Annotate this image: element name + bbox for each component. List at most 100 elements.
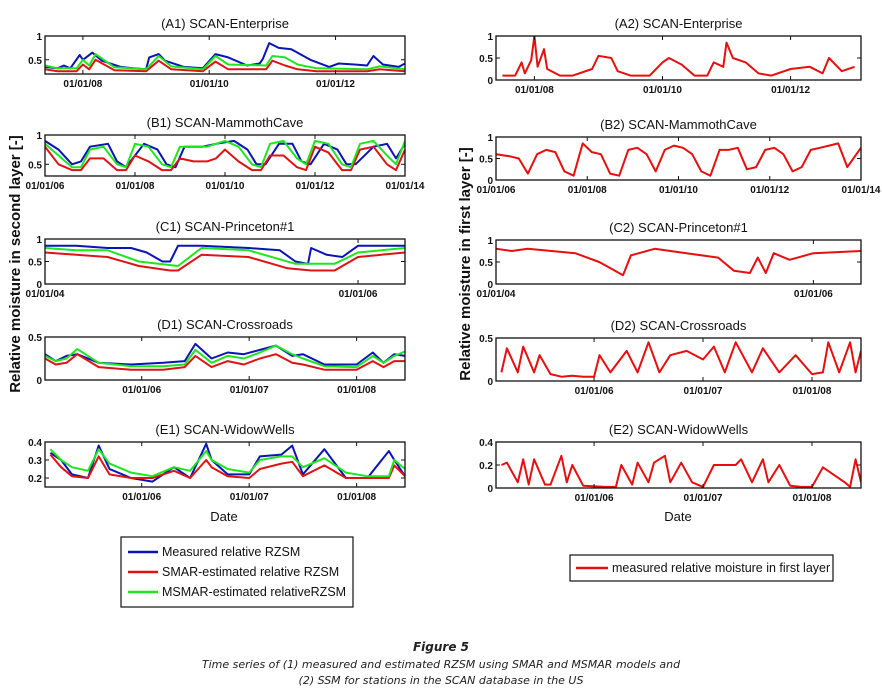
x-tick-label: 01/01/12 [771, 85, 810, 96]
figure-caption-line-1: Time series of (1) measured and estimate… [201, 658, 681, 671]
y-tick-label: 0 [487, 76, 493, 87]
panel-b1: (B1) SCAN-MammothCave 0.5 1 01/01/06 01/01/0… [26, 115, 425, 192]
x-tick-label: 01/01/12 [750, 185, 789, 196]
series-line-msmar [49, 448, 405, 478]
y-tick-label: 0 [487, 280, 493, 291]
axes-frame [44, 441, 406, 488]
left-legend-box [120, 536, 354, 608]
x-tick-label: 01/01/08 [515, 85, 554, 96]
panel-c2: (C2) SCAN-Princeton#1 0 0.5 1 01/01/04 01/01/… [477, 220, 862, 300]
x-tick-label: 01/01/04 [477, 289, 516, 300]
legend-label-smar: SMAR-estimated relative RZSM [162, 565, 339, 579]
series-group [496, 247, 861, 277]
y-tick-label: 0.3 [28, 456, 42, 467]
panel-title: (A2) SCAN-Enterprise [615, 16, 743, 31]
y-tick-label: 1 [36, 235, 42, 246]
y-tick-label: 1 [487, 133, 493, 144]
y-tick-label: 0.2 [479, 461, 493, 472]
series-group [502, 36, 855, 77]
x-tick-label: 01/01/12 [316, 79, 355, 90]
left-ylabel: Relative moisture in second layer [-] [7, 135, 24, 393]
series-group [496, 142, 861, 177]
y-tick-label: 0.5 [479, 155, 493, 166]
x-tick-label: 01/01/06 [575, 386, 614, 397]
y-tick-label: 0 [487, 377, 493, 388]
axes-frame [495, 239, 862, 285]
x-tick-label: 01/01/10 [206, 181, 245, 192]
series-line-ssm [496, 247, 861, 277]
right-legend: measured relative moisture in first laye… [569, 554, 834, 582]
panel-a2: (A2) SCAN-Enterprise 0 0.5 1 01/01/08 01/01/1… [479, 16, 862, 96]
panel-title: (B2) SCAN-MammothCave [600, 117, 757, 132]
series-line-smar [45, 251, 405, 272]
x-tick-label: 01/01/06 [575, 493, 614, 504]
x-tick-label: 01/01/06 [339, 289, 378, 300]
y-tick-label: 1 [487, 236, 493, 247]
x-tick-label: 01/01/06 [26, 181, 65, 192]
y-tick-label: 0.5 [28, 160, 42, 171]
y-tick-label: 0.5 [479, 334, 493, 345]
x-tick-label: 01/01/10 [190, 79, 229, 90]
x-tick-label: 01/01/06 [794, 289, 833, 300]
series-group [501, 454, 861, 488]
y-tick-label: 0 [487, 176, 493, 187]
x-tick-label: 01/01/14 [842, 185, 881, 196]
panel-b2: (B2) SCAN-MammothCave 0 0.5 1 01/01/06 01/01/… [477, 117, 881, 196]
panel-title: (E1) SCAN-WidowWells [155, 422, 295, 437]
axes-frame [495, 441, 862, 489]
panel-title: (C2) SCAN-Princeton#1 [609, 220, 748, 235]
x-tick-label: 01/01/07 [684, 493, 723, 504]
y-tick-label: 0.2 [28, 474, 42, 485]
series-group [45, 139, 405, 172]
y-tick-label: 0 [36, 280, 42, 291]
series-line-msmar [45, 139, 405, 169]
right-ylabel: Relative moisture in first layer [-] [457, 147, 474, 380]
x-tick-label: 01/01/07 [230, 492, 269, 503]
figure-title: Figure 5 [412, 640, 470, 654]
series-group [500, 341, 861, 378]
series-line-measured [45, 139, 405, 169]
axes-frame [44, 35, 406, 75]
series-line-smar [45, 353, 405, 371]
panel-d1: (D1) SCAN-Crossroads 0 0.5 01/01/06 01/01/07… [28, 317, 406, 396]
x-tick-label: 01/01/10 [643, 85, 682, 96]
panel-e2: (E2) SCAN-WidowWells 0 0.2 0.4 01/01/06 01/01… [479, 422, 862, 504]
y-tick-label: 0 [487, 484, 493, 495]
series-group [49, 442, 405, 483]
panel-title: (B1) SCAN-MammothCave [147, 115, 304, 130]
y-tick-label: 1 [36, 32, 42, 43]
y-tick-label: 0.5 [28, 56, 42, 67]
x-tick-label: 01/01/08 [793, 386, 832, 397]
x-tick-label: 01/01/06 [477, 185, 516, 196]
series-line-ssm [502, 36, 855, 77]
series-line-smar [45, 145, 405, 172]
panel-title: (E2) SCAN-WidowWells [609, 422, 749, 437]
series-line-smar [45, 58, 405, 73]
y-tick-label: 0.5 [479, 54, 493, 65]
series-line-msmar [45, 247, 405, 267]
series-group [45, 244, 405, 272]
series-line-msmar [45, 53, 405, 71]
series-line-smar [49, 453, 405, 479]
axes-frame [495, 35, 862, 81]
series-group [45, 342, 405, 371]
x-tick-label: 01/01/08 [568, 185, 607, 196]
panels: (A1) SCAN-Enterprise 0.5 1 01/01/08 01/01/10… [26, 16, 881, 504]
y-tick-label: 0.5 [28, 333, 42, 344]
left-legend: Measured relative RZSM SMAR-estimated re… [120, 536, 354, 608]
figure-caption-line-2: (2) SSM for stations in the SCAN databas… [298, 674, 584, 687]
x-tick-label: 01/01/07 [230, 385, 269, 396]
x-tick-label: 01/01/08 [793, 493, 832, 504]
x-tick-label: 01/01/06 [122, 385, 161, 396]
panel-a1: (A1) SCAN-Enterprise 0.5 1 01/01/08 01/01/10… [28, 16, 406, 90]
panel-title: (D1) SCAN-Crossroads [157, 317, 293, 332]
right-xlabel: Date [664, 509, 691, 524]
panel-e1: (E1) SCAN-WidowWells 0.2 0.3 0.4 01/01/06 01/… [28, 422, 406, 503]
y-tick-label: 0.4 [28, 438, 42, 449]
left-xlabel: Date [210, 509, 237, 524]
y-tick-label: 1 [36, 131, 42, 142]
panel-title: (A1) SCAN-Enterprise [161, 16, 289, 31]
legend-label-measured: Measured relative RZSM [162, 545, 300, 559]
panel-title: (C1) SCAN-Princeton#1 [156, 219, 295, 234]
